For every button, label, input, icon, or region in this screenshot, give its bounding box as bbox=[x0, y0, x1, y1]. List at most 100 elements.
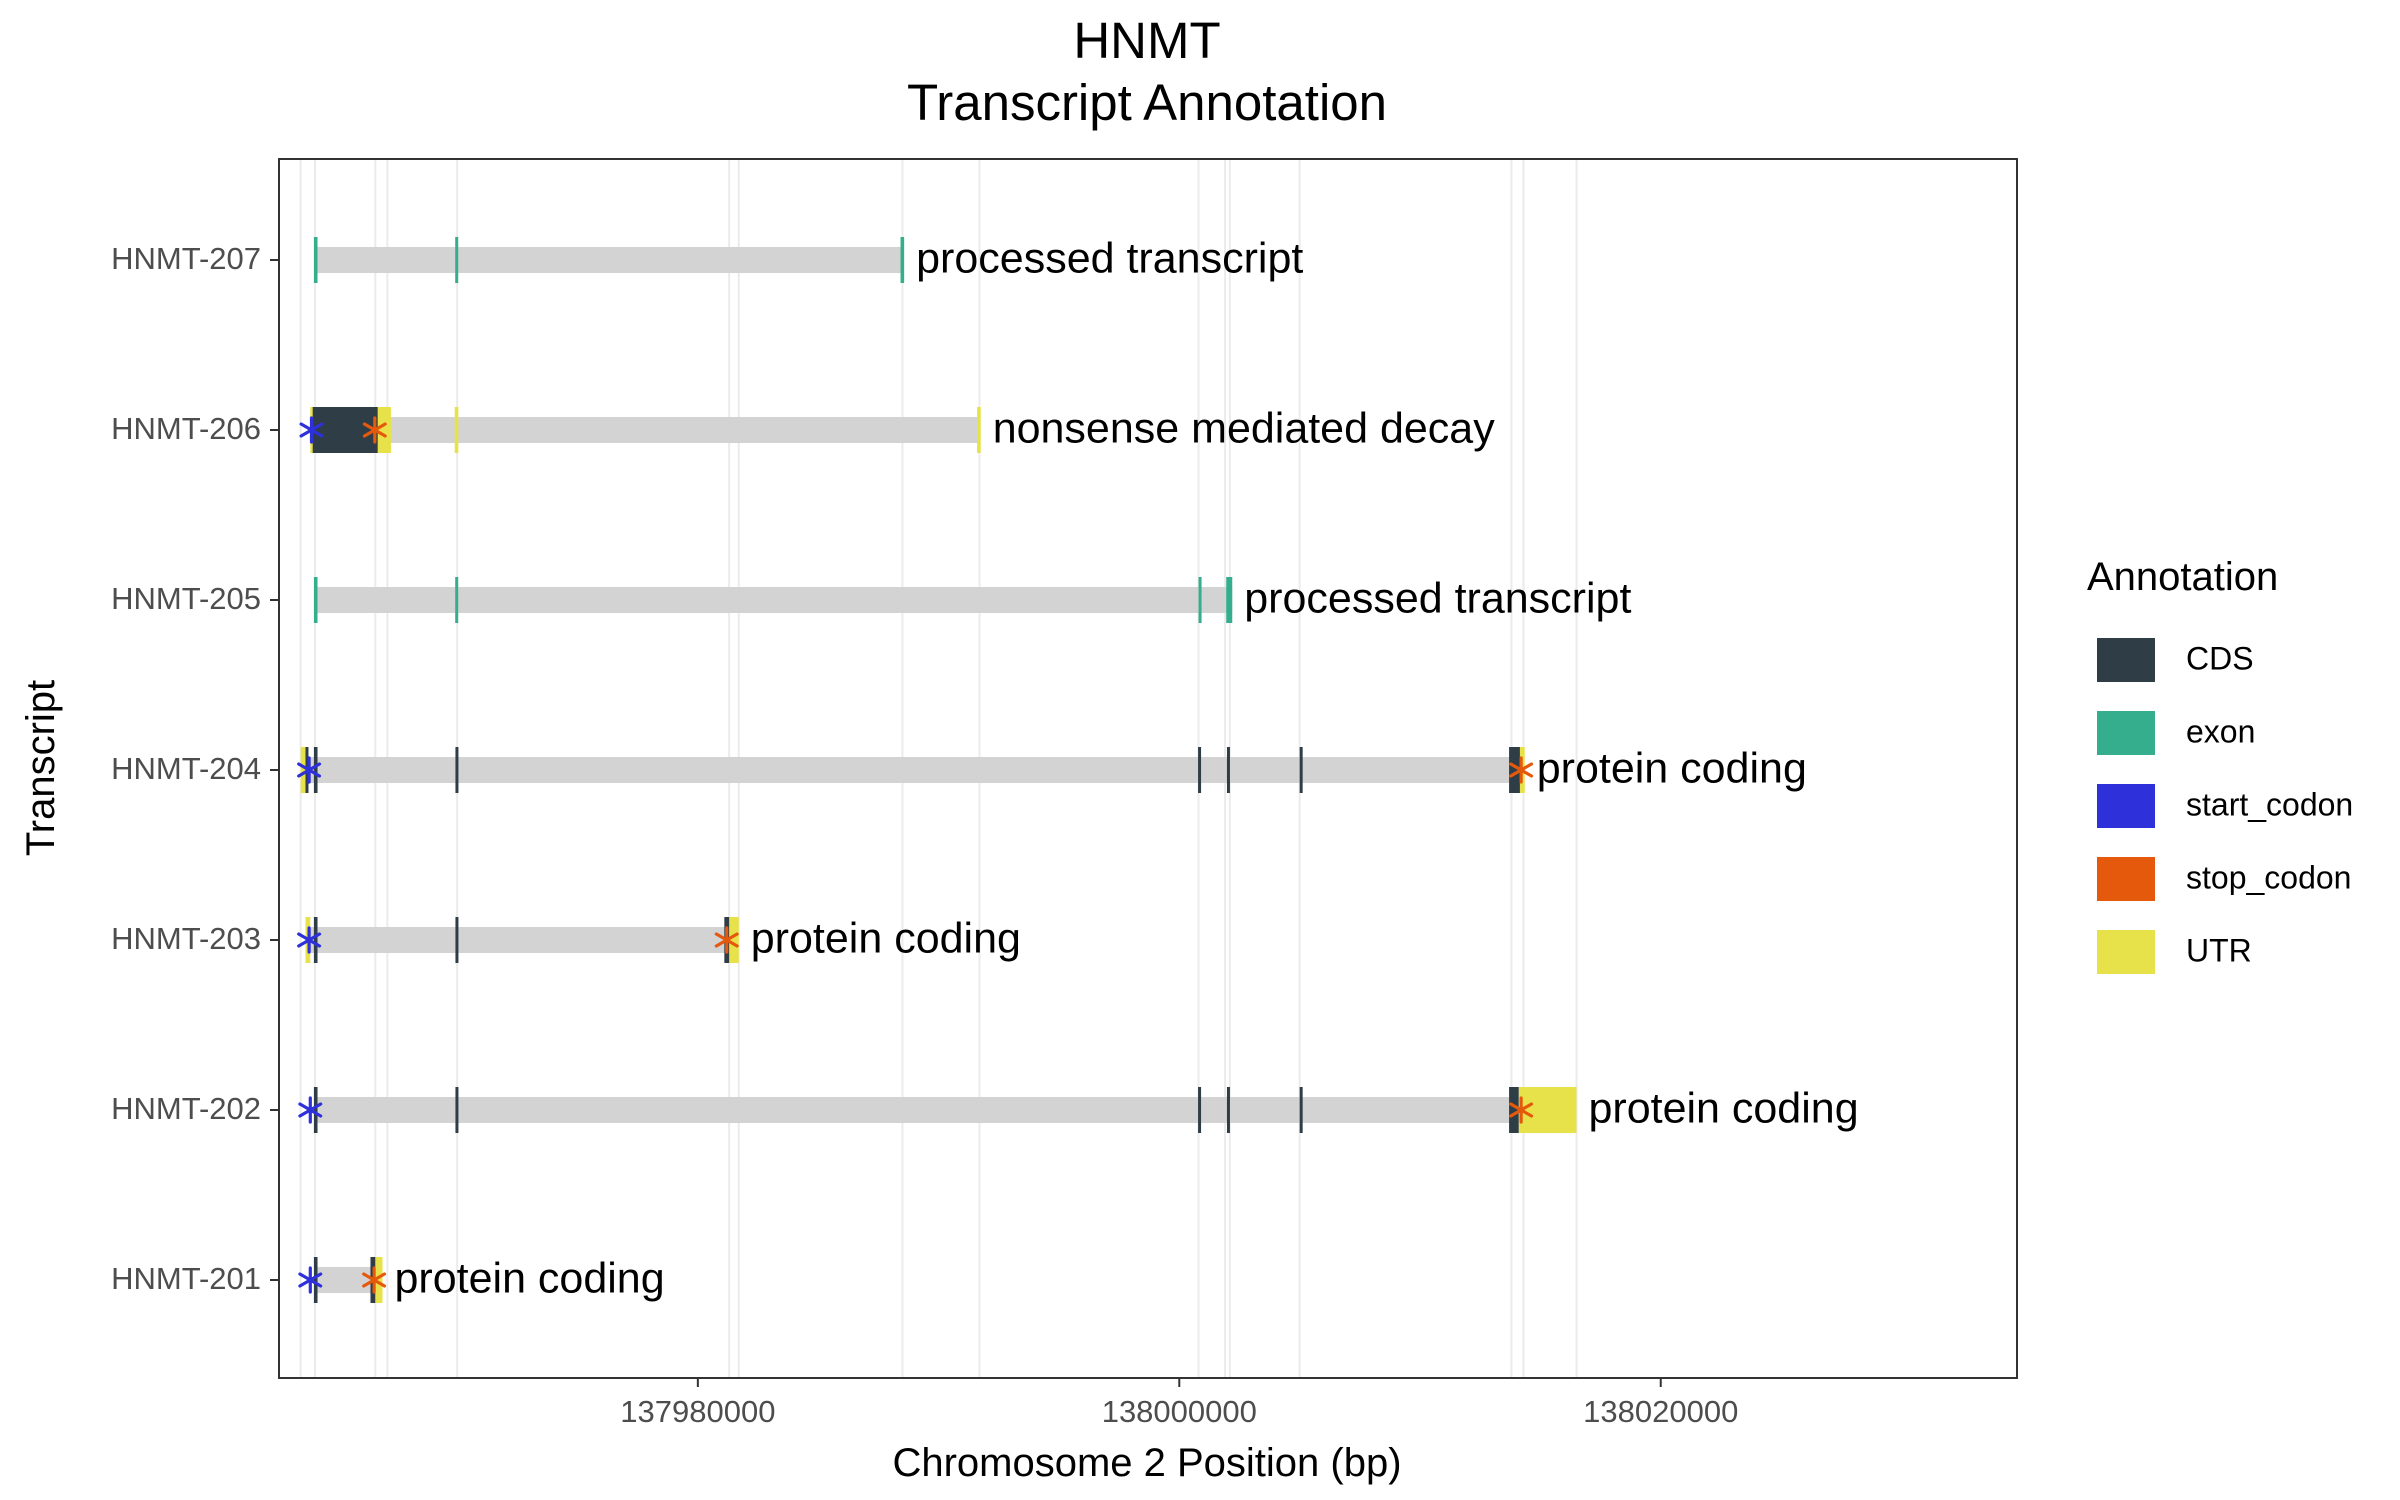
intron-bar bbox=[315, 417, 980, 443]
star-stroke bbox=[297, 932, 322, 948]
utr-block bbox=[454, 407, 459, 453]
cds-block bbox=[1198, 1087, 1202, 1133]
cds-block bbox=[313, 1087, 318, 1133]
star-stroke bbox=[714, 932, 739, 948]
stop-codon-marker bbox=[362, 416, 387, 444]
transcript-track-HNMT-202: protein coding bbox=[298, 1084, 1859, 1133]
stop-codon-marker bbox=[1509, 756, 1534, 784]
legend-key-stop-codon bbox=[2097, 857, 2155, 901]
x-axis: 137980000 138000000 138020000 bbox=[620, 1378, 1738, 1429]
cds-block bbox=[313, 747, 318, 793]
cds-block bbox=[1226, 1087, 1230, 1133]
start-codon-marker bbox=[299, 416, 324, 444]
legend-key-exon bbox=[2097, 711, 2155, 755]
exon-block bbox=[313, 577, 318, 623]
star-stroke bbox=[298, 1272, 323, 1288]
start-codon-marker bbox=[297, 756, 322, 784]
transcript-track-HNMT-205: processed transcript bbox=[313, 574, 1631, 623]
stop-codon-marker bbox=[714, 926, 739, 954]
transcript-track-HNMT-203: protein coding bbox=[297, 914, 1021, 963]
legend-title: Annotation bbox=[2087, 555, 2278, 599]
cds-block bbox=[1509, 747, 1520, 793]
cds-block bbox=[455, 747, 459, 793]
legend-label: UTR bbox=[2186, 932, 2252, 968]
star-stroke bbox=[362, 1272, 387, 1288]
star-stroke bbox=[1509, 1102, 1534, 1118]
start-codon-marker bbox=[298, 1096, 323, 1124]
transcript-track-HNMT-207: processed transcript bbox=[313, 234, 1303, 283]
legend-key-utr bbox=[2097, 930, 2155, 974]
star-stroke bbox=[1509, 762, 1534, 778]
utr-block bbox=[377, 407, 391, 453]
y-tick-label: HNMT-202 bbox=[111, 1091, 261, 1126]
cds-block bbox=[313, 917, 318, 963]
stop-codon-marker bbox=[362, 1266, 387, 1294]
star-stroke bbox=[298, 1102, 323, 1118]
legend-label: exon bbox=[2186, 713, 2255, 749]
cds-block bbox=[1226, 747, 1230, 793]
y-tick-label: HNMT-205 bbox=[111, 581, 261, 616]
exon-block bbox=[900, 237, 905, 283]
intron-bar bbox=[315, 587, 1233, 613]
start-codon-marker bbox=[297, 926, 322, 954]
exon-block bbox=[313, 237, 318, 283]
x-tick-label: 137980000 bbox=[620, 1394, 775, 1429]
y-tick-label: HNMT-203 bbox=[111, 921, 261, 956]
intron-bar bbox=[315, 247, 903, 273]
star-stroke bbox=[362, 422, 387, 438]
biotype-label: processed transcript bbox=[1244, 574, 1631, 622]
plot-panel: processed transcript nonsense mediated de… bbox=[278, 158, 2018, 1379]
exon-block bbox=[1198, 577, 1202, 623]
legend-label: start_codon bbox=[2186, 786, 2353, 822]
chart-title-line-1: HNMT bbox=[1073, 12, 1220, 69]
y-axis: HNMT-207 HNMT-206 HNMT-205 HNMT-204 HNMT-203… bbox=[111, 241, 279, 1296]
cds-block bbox=[1509, 1087, 1519, 1133]
legend-label: CDS bbox=[2186, 640, 2254, 676]
exon-block bbox=[1226, 577, 1233, 623]
transcript-track-HNMT-204: protein coding bbox=[297, 744, 1807, 793]
cds-block bbox=[313, 1257, 318, 1303]
x-axis-label: Chromosome 2 Position (bp) bbox=[892, 1441, 1401, 1485]
exon-block bbox=[455, 577, 459, 623]
legend-key-start-codon bbox=[2097, 784, 2155, 828]
cds-block bbox=[1299, 747, 1303, 793]
legend-key-cds bbox=[2097, 638, 2155, 682]
stop-codon-marker bbox=[1509, 1096, 1534, 1124]
biotype-label: nonsense mediated decay bbox=[993, 404, 1496, 452]
star-stroke bbox=[297, 762, 322, 778]
utr-block bbox=[375, 1257, 383, 1303]
y-tick-label: HNMT-204 bbox=[111, 751, 261, 786]
cds-block bbox=[455, 1087, 459, 1133]
y-tick-label: HNMT-207 bbox=[111, 241, 261, 276]
utr-block bbox=[977, 407, 981, 453]
utr-block bbox=[1518, 1087, 1577, 1133]
utr-block bbox=[300, 747, 306, 793]
utr-block bbox=[729, 917, 739, 963]
intron-bar bbox=[315, 1097, 1512, 1123]
biotype-label: processed transcript bbox=[916, 234, 1303, 282]
legend: Annotation CDS exon start_codon stop_codon U… bbox=[2087, 555, 2353, 974]
y-tick-label: HNMT-201 bbox=[111, 1261, 261, 1296]
biotype-label: protein coding bbox=[751, 914, 1021, 962]
biotype-label: protein coding bbox=[395, 1254, 665, 1302]
transcript-track-HNMT-201: protein coding bbox=[298, 1254, 665, 1303]
panel-border bbox=[278, 158, 2018, 1379]
x-tick-label: 138020000 bbox=[1583, 1394, 1738, 1429]
chart-title-line-2: Transcript Annotation bbox=[907, 74, 1387, 131]
x-tick-label: 138000000 bbox=[1102, 1394, 1257, 1429]
cds-block bbox=[1299, 1087, 1303, 1133]
star-stroke bbox=[299, 422, 324, 438]
intron-bar bbox=[307, 927, 730, 953]
y-axis-label: Transcript bbox=[19, 680, 63, 856]
biotype-label: protein coding bbox=[1588, 1084, 1858, 1132]
intron-bar bbox=[303, 757, 1517, 783]
y-tick-label: HNMT-206 bbox=[111, 411, 261, 446]
cds-block bbox=[455, 917, 459, 963]
cds-block bbox=[1198, 747, 1202, 793]
exon-block bbox=[455, 237, 459, 283]
start-codon-marker bbox=[298, 1266, 323, 1294]
transcript-track-HNMT-206: nonsense mediated decay bbox=[299, 404, 1496, 453]
intron-bar bbox=[315, 1267, 376, 1293]
legend-label: stop_codon bbox=[2186, 859, 2351, 895]
